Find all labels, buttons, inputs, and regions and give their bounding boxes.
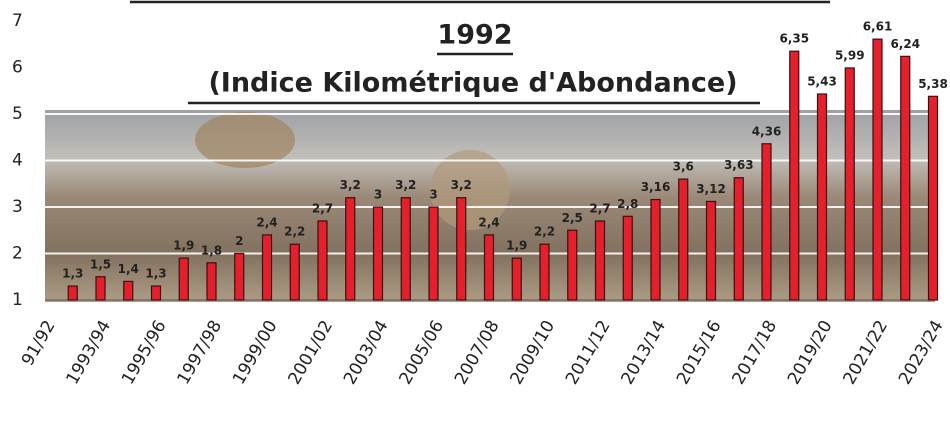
value-label: 6,35: [779, 32, 809, 46]
value-label: 4,36: [752, 124, 782, 138]
bar: [401, 198, 410, 300]
value-label: 5,43: [807, 75, 837, 89]
value-label: 2: [235, 234, 243, 248]
bar: [707, 201, 716, 300]
bar: [734, 178, 743, 300]
x-tick-label: 2007/08: [451, 317, 504, 388]
x-tick-label: 2023/24: [895, 317, 948, 388]
bar: [485, 235, 494, 300]
x-tick-label: 2005/06: [396, 317, 449, 388]
bar: [845, 68, 854, 300]
x-tick-label: 2021/22: [840, 317, 893, 388]
bar: [429, 207, 438, 300]
value-label: 3,63: [724, 158, 754, 172]
value-label: 2,4: [478, 215, 499, 229]
bar: [152, 286, 161, 300]
bar: [596, 221, 605, 300]
value-label: 1,9: [173, 239, 194, 253]
value-label: 1,4: [118, 262, 139, 276]
page: {"chart_data": {"type": "bar", "title": …: [0, 0, 950, 421]
x-tick-label: 91/92: [18, 317, 60, 369]
value-label: 3: [429, 188, 437, 202]
x-tick-label: 2019/20: [784, 317, 837, 388]
value-label: 3,6: [673, 160, 694, 174]
value-label: 6,61: [863, 20, 893, 34]
x-tick-label: 1993/94: [63, 317, 116, 388]
bar: [540, 244, 549, 300]
value-label: 1,5: [90, 257, 111, 271]
value-label: 2,7: [589, 201, 610, 215]
bar: [873, 39, 882, 300]
value-label: 1,3: [62, 267, 83, 281]
chart-subtitle: (Indice Kilométrique d'Abondance): [208, 68, 737, 99]
value-label: 1,3: [145, 267, 166, 281]
bar: [374, 207, 383, 300]
value-label: 3,2: [451, 178, 472, 192]
value-label: 2,7: [312, 201, 333, 215]
x-tick-label: 1995/96: [118, 317, 171, 388]
bar: [179, 258, 188, 300]
value-label: 6,24: [890, 37, 920, 51]
bar: [96, 277, 105, 300]
value-label: 2,4: [256, 215, 277, 229]
bar: [929, 96, 938, 300]
y-tick-label: 3: [12, 197, 23, 217]
bar: [651, 200, 660, 300]
bar: [457, 198, 466, 300]
value-label: 2,2: [284, 225, 305, 239]
value-label: 3,16: [641, 180, 671, 194]
y-tick-label: 4: [12, 151, 23, 171]
value-label: 5,38: [918, 77, 948, 91]
bar: [790, 51, 799, 300]
chart: 1992 (Indice Kilométrique d'Abondance) 1…: [0, 0, 950, 421]
x-tick-label: 1999/00: [229, 317, 282, 388]
x-tick-label: 1997/98: [174, 317, 227, 388]
bar: [623, 216, 632, 300]
bar: [68, 286, 77, 300]
x-tick-label: 2011/12: [562, 317, 615, 388]
value-label: 1,8: [201, 243, 222, 257]
value-label: 2,2: [534, 225, 555, 239]
value-label: 2,8: [617, 197, 638, 211]
bar: [512, 258, 521, 300]
value-label: 3,12: [696, 182, 726, 196]
value-label: 3: [374, 188, 382, 202]
bar: [290, 244, 299, 300]
x-tick-label: 2017/18: [729, 317, 782, 388]
bar: [124, 281, 133, 300]
y-tick-label: 6: [12, 58, 23, 78]
x-tick-label: 2003/04: [340, 317, 393, 388]
x-tick-label: 2001/02: [285, 317, 338, 388]
y-tick-label: 1: [12, 290, 23, 310]
value-label: 3,2: [395, 178, 416, 192]
y-tick-label: 7: [12, 11, 23, 31]
bar: [346, 198, 355, 300]
value-label: 5,99: [835, 48, 865, 62]
bar: [818, 94, 827, 300]
x-tick-label: 2009/10: [507, 317, 560, 388]
y-tick-label: 5: [12, 104, 23, 124]
value-label: 1,9: [506, 239, 527, 253]
chart-title: 1992: [437, 20, 512, 51]
bar: [235, 254, 244, 301]
x-tick-label: 2015/16: [673, 317, 726, 388]
bar: [568, 230, 577, 300]
bar: [263, 235, 272, 300]
value-label: 2,5: [562, 211, 583, 225]
bar: [207, 263, 216, 300]
value-label: 3,2: [340, 178, 361, 192]
y-tick-label: 2: [12, 244, 23, 264]
x-tick-label: 2013/14: [618, 317, 671, 388]
bar: [901, 56, 910, 300]
bar: [762, 144, 771, 300]
bar: [318, 221, 327, 300]
bar: [679, 179, 688, 300]
